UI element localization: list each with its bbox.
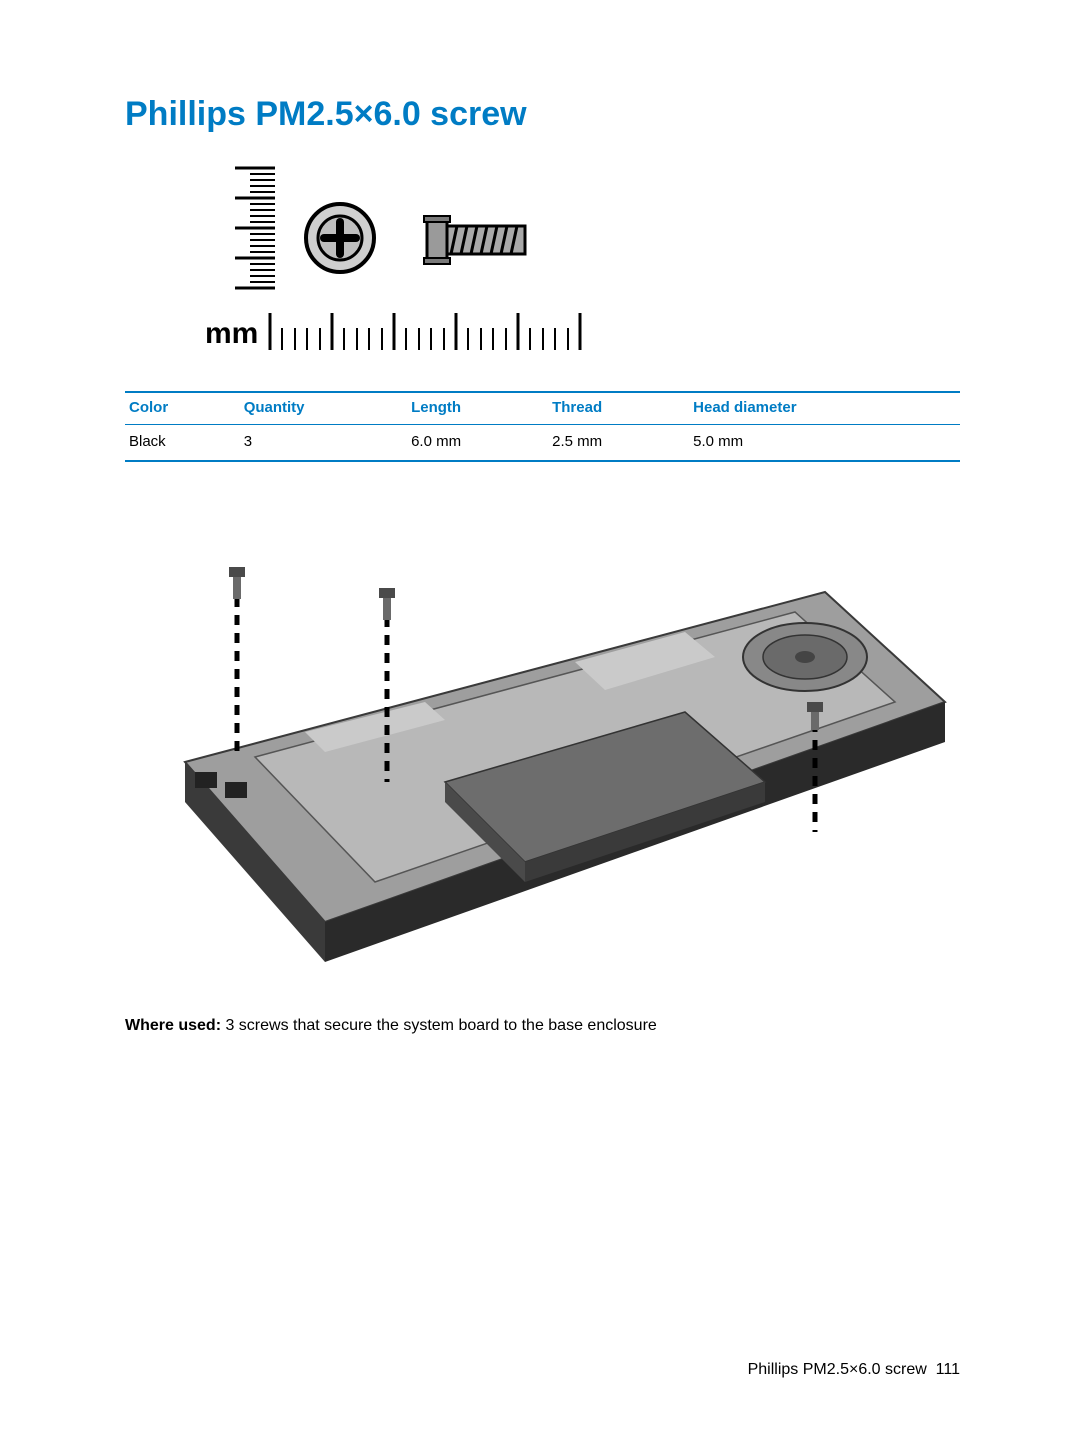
col-length: Length [407, 392, 548, 425]
base-enclosure-icon [185, 592, 945, 962]
col-head-diameter: Head diameter [689, 392, 960, 425]
cell-color: Black [125, 425, 240, 462]
board-svg [125, 502, 955, 972]
document-page: Phillips PM2.5×6.0 screw [0, 0, 1080, 1437]
screw-head-top-icon [306, 204, 374, 272]
cell-thread: 2.5 mm [548, 425, 689, 462]
page-footer: Phillips PM2.5×6.0 screw 111 [748, 1361, 960, 1379]
footer-title: Phillips PM2.5×6.0 screw [748, 1361, 927, 1378]
horizontal-ruler-icon: mm [205, 313, 580, 350]
cell-quantity: 3 [240, 425, 407, 462]
where-used-label: Where used: [125, 1017, 221, 1034]
col-color: Color [125, 392, 240, 425]
table-header-row: Color Quantity Length Thread Head diamet… [125, 392, 960, 425]
footer-page-number: 111 [936, 1361, 960, 1378]
ruler-label: mm [205, 317, 258, 350]
cell-length: 6.0 mm [407, 425, 548, 462]
spec-table: Color Quantity Length Thread Head diamet… [125, 391, 960, 462]
where-used-body: 3 screws that secure the system board to… [221, 1017, 657, 1034]
screw-indicator-1 [229, 567, 245, 754]
vertical-ruler-icon [235, 168, 275, 288]
cell-head-diameter: 5.0 mm [689, 425, 960, 462]
col-thread: Thread [548, 392, 689, 425]
screw-side-icon [424, 216, 525, 264]
page-title: Phillips PM2.5×6.0 screw [125, 95, 960, 134]
where-used-text: Where used: 3 screws that secure the sys… [125, 1017, 960, 1035]
col-quantity: Quantity [240, 392, 407, 425]
screw-ruler-svg: mm [205, 158, 725, 358]
system-board-diagram [125, 502, 960, 977]
table-row: Black 3 6.0 mm 2.5 mm 5.0 mm [125, 425, 960, 462]
screw-diagram: mm [205, 158, 960, 363]
